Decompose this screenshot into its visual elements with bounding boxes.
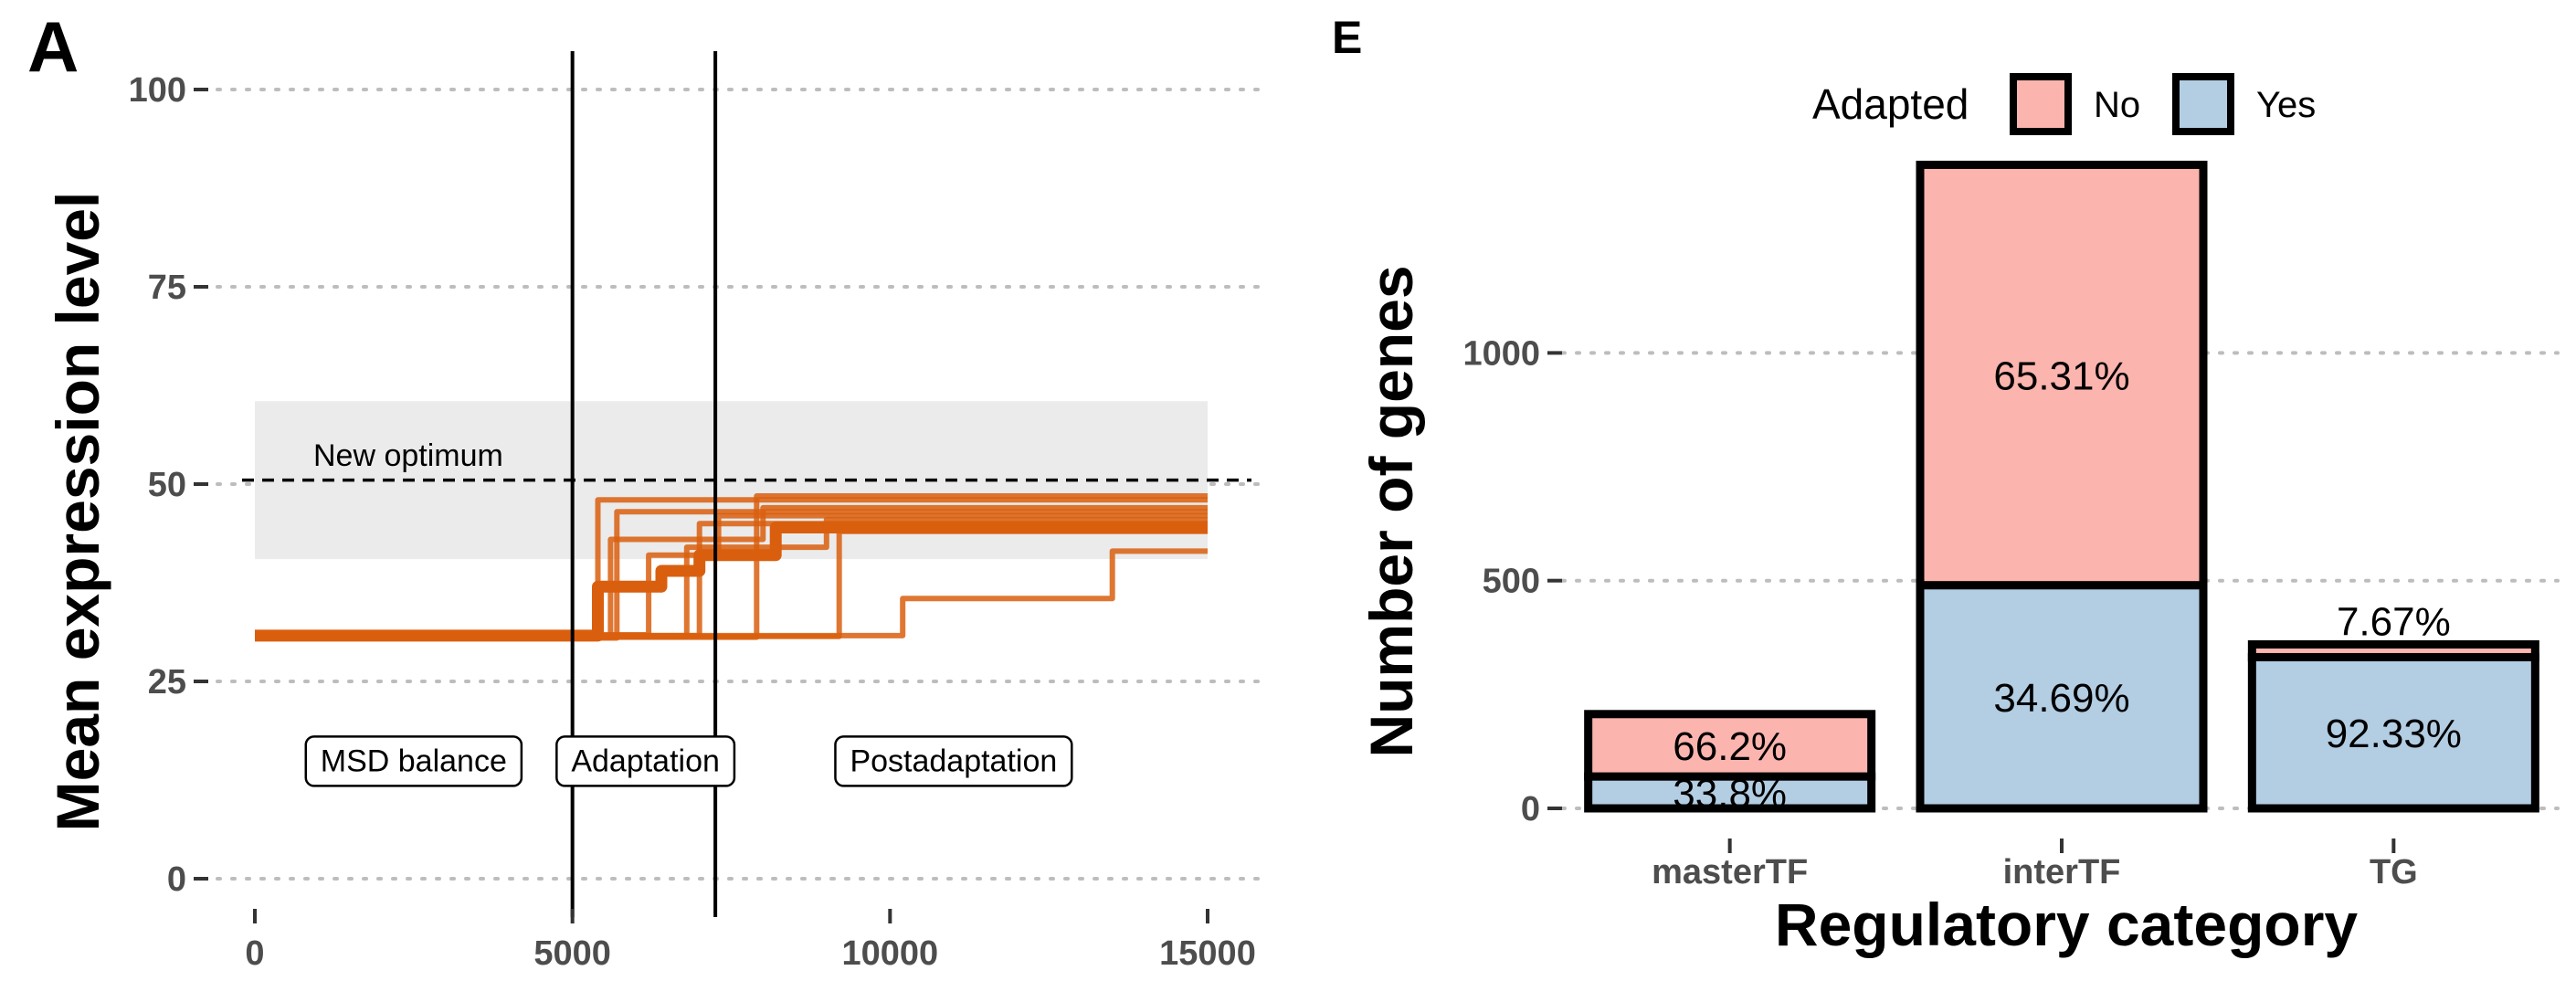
- y-tick-label-500: 500: [1483, 563, 1540, 601]
- phase-label-box-3: [834, 735, 1073, 787]
- panel-e-y-axis-title: Number of genes: [1357, 265, 1425, 757]
- panel-a-optimum-band: [242, 401, 1251, 560]
- phase-label-text-2: Adaptation: [571, 744, 720, 778]
- bar-masterTF-no: [1584, 710, 1876, 781]
- panel-e: E 33.8%66.2% 34.69% 65.31% 92.33% 7.67% 0 500…: [1332, 12, 2560, 958]
- panel-a-y-axis-title: Mean expression level: [44, 192, 111, 832]
- bar-TG-yes: [2247, 652, 2539, 813]
- legend-swatch-no: [2010, 73, 2072, 135]
- panel-a: A 0 25 50 75 100 0 5000 10000 15000 MSD balance A…: [27, 6, 1261, 973]
- phase-label-box-1: [304, 735, 523, 787]
- x-tick-label-0: 0: [245, 934, 264, 973]
- x-tick-label-5000: 5000: [533, 934, 611, 973]
- bar-interTF-yes: [1916, 581, 2208, 813]
- bar-label-TG-no: 7.67%: [2337, 599, 2451, 644]
- panel-e-x-axis-title: Regulatory category: [1775, 891, 2358, 958]
- y-tick-label-50: 50: [148, 466, 186, 504]
- y-tick-label-100: 100: [129, 71, 186, 110]
- y-tick-label-1000: 1000: [1462, 334, 1540, 373]
- legend-label-yes: Yes: [2256, 85, 2316, 125]
- x-tick-label-interTF: interTF: [2003, 853, 2121, 891]
- trajectory-line-main: [255, 522, 1208, 642]
- panel-e-letter: E: [1332, 12, 1362, 63]
- legend-label-no: No: [2094, 85, 2140, 125]
- panel-a-phase-labels: MSD balance Adaptation Postadaptation: [304, 735, 1073, 787]
- legend-swatch-yes: [2172, 73, 2234, 135]
- bar-label-interTF-no: 65.31%: [1993, 354, 2129, 399]
- panel-e-bars: 33.8%66.2% 34.69% 65.31% 92.33% 7.67%: [1584, 160, 2539, 817]
- y-tick-label-75: 75: [148, 269, 186, 307]
- bar-TG-no: [2247, 639, 2539, 661]
- x-tick-label-masterTF: masterTF: [1652, 853, 1808, 891]
- trajectory-line-9: [255, 548, 1208, 638]
- legend: Adapted No Yes: [1812, 73, 2316, 135]
- panel-a-letter: A: [27, 6, 79, 87]
- phase-label-box-2: [555, 735, 736, 787]
- panel-e-axis-ticks: 0 500 1000 masterTF interTF TG: [1462, 334, 2417, 891]
- bar-label-TG-yes: 92.33%: [2326, 712, 2462, 756]
- bar-label-interTF-yes: 34.69%: [1993, 676, 2129, 721]
- x-tick-label-15000: 15000: [1159, 934, 1256, 973]
- new-optimum-label: New optimum: [313, 438, 503, 473]
- phase-label-text-1: MSD balance: [321, 744, 507, 778]
- phase-label-1: MSD balance: [304, 735, 523, 787]
- phase-label-text-3: Postadaptation: [850, 744, 1057, 778]
- x-tick-label-TG: TG: [2370, 853, 2418, 891]
- panel-a-axis-ticks: 0 25 50 75 100 0 5000 10000 15000: [129, 71, 1256, 973]
- panel-a-series-group: [255, 493, 1208, 642]
- y-tick-label-25: 25: [148, 663, 186, 701]
- phase-label-2: Adaptation: [555, 735, 736, 787]
- bar-label-masterTF-yes: 33.8%: [1673, 772, 1787, 817]
- bar-interTF-no: [1916, 160, 2208, 590]
- phase-label-3: Postadaptation: [834, 735, 1073, 787]
- legend-title: Adapted: [1812, 80, 1969, 128]
- y-tick-label-0: 0: [167, 860, 186, 899]
- x-tick-label-10000: 10000: [841, 934, 938, 973]
- y-tick-label-0: 0: [1521, 790, 1540, 828]
- bar-label-masterTF-no: 66.2%: [1673, 724, 1787, 769]
